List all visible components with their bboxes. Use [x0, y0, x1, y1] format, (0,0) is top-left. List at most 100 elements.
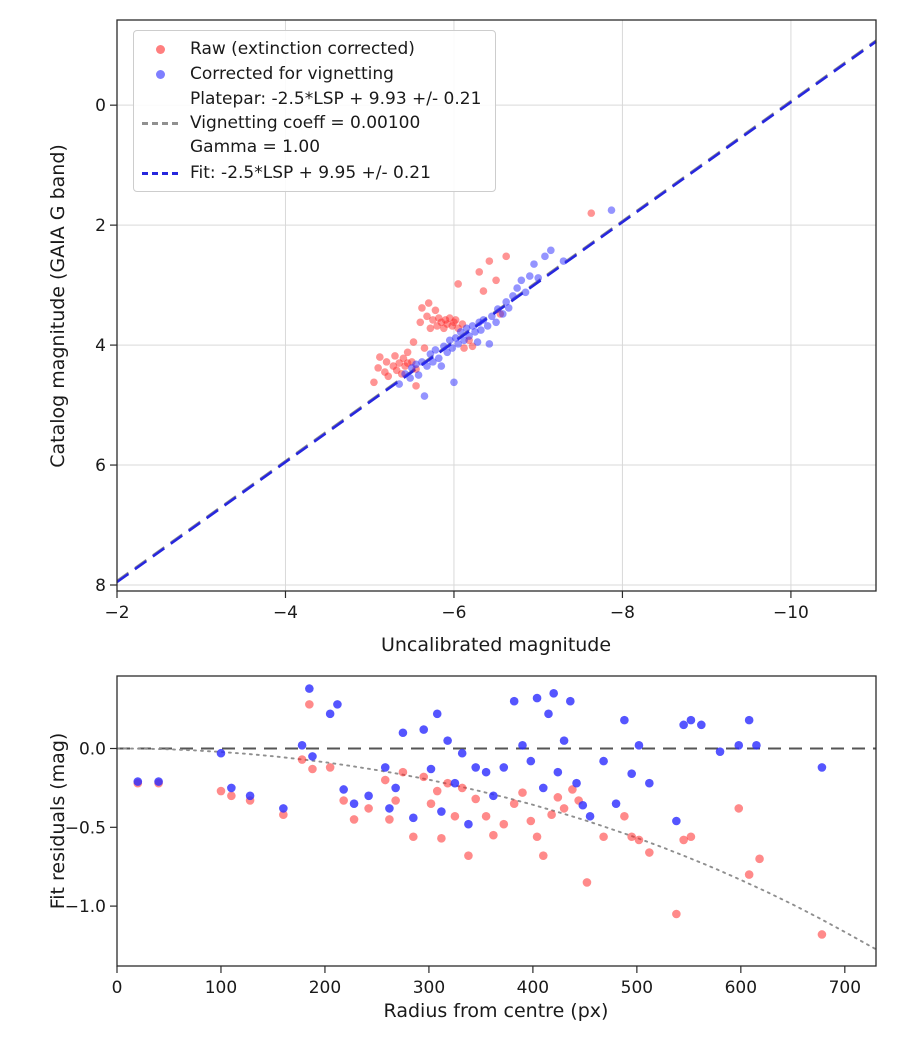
raw-points — [370, 209, 596, 390]
x-tick-label: 0 — [112, 978, 123, 998]
data-point — [419, 772, 429, 782]
data-point — [414, 371, 423, 379]
data-point — [412, 360, 420, 369]
data-point — [547, 246, 555, 255]
data-point — [465, 332, 473, 340]
x-tick-label: 300 — [413, 978, 445, 998]
data-point — [423, 362, 431, 370]
y-tick-label: 0 — [95, 96, 106, 116]
data-point — [679, 835, 688, 845]
legend-box: Raw (extinction corrected) Corrected for… — [133, 30, 497, 192]
data-point — [398, 767, 408, 777]
data-point — [409, 813, 418, 823]
data-point — [477, 326, 485, 334]
data-point — [374, 364, 382, 372]
data-point — [401, 370, 409, 378]
data-point — [339, 796, 348, 805]
data-point — [532, 832, 542, 842]
data-point — [471, 794, 481, 804]
data-point — [599, 756, 608, 766]
data-point — [481, 811, 491, 821]
top-y-axis-label: Catalog magnitude (GAIA G band) — [47, 144, 69, 468]
data-point — [517, 276, 526, 285]
plot-border — [116, 675, 877, 967]
data-point — [308, 752, 317, 761]
data-point — [448, 344, 457, 352]
data-point — [518, 741, 527, 750]
x-tick-label: −6 — [441, 603, 466, 623]
data-point — [437, 807, 446, 816]
data-point — [376, 353, 384, 361]
platepar-dashed-line-icon — [142, 122, 178, 125]
data-point — [744, 870, 754, 879]
data-point — [426, 799, 436, 808]
data-point — [679, 720, 688, 730]
data-point — [450, 811, 460, 821]
data-point — [412, 382, 420, 390]
data-point — [502, 252, 510, 261]
data-point — [532, 693, 542, 703]
data-point — [493, 305, 502, 313]
data-point — [349, 799, 359, 808]
x-tick-label: 100 — [205, 978, 237, 998]
data-point — [457, 783, 467, 793]
data-point — [364, 791, 373, 801]
data-point — [549, 689, 558, 698]
data-point — [468, 322, 477, 330]
data-point — [471, 763, 481, 772]
data-point — [460, 336, 468, 345]
data-point — [385, 815, 394, 824]
data-point — [697, 720, 706, 730]
data-point — [333, 700, 342, 709]
data-point — [297, 755, 307, 764]
data-point — [279, 810, 288, 819]
data-point — [599, 832, 608, 842]
data-point — [509, 799, 519, 808]
y-tick-label: 0.0 — [79, 740, 106, 760]
data-point — [499, 763, 509, 772]
data-point — [582, 878, 592, 887]
vignetting-curve — [116, 747, 877, 951]
data-point — [420, 344, 429, 352]
data-point — [385, 804, 394, 813]
legend-label-platepar: Platepar: -2.5*LSP + 9.93 +/- 0.21 — [190, 89, 482, 109]
data-point — [481, 767, 491, 777]
data-point — [485, 257, 494, 265]
data-point — [553, 793, 563, 802]
bottom-y-axis-label: Fit residuals (mag) — [47, 733, 69, 910]
legend-label-raw: Raw (extinction corrected) — [190, 39, 415, 59]
data-point — [384, 372, 393, 381]
data-point — [479, 316, 488, 324]
fit-residuals-chart: 0 100 200 300 400 500 600 700 0.0 −0.5 −1.0 Radius… — [47, 675, 877, 1022]
data-point — [403, 348, 412, 357]
y-tick-label: −1.0 — [65, 897, 106, 917]
data-point — [473, 338, 482, 346]
legend-item-platepar: Platepar: -2.5*LSP + 9.93 +/- 0.21 Vigne… — [142, 89, 481, 158]
data-point — [492, 318, 500, 327]
data-point — [521, 288, 530, 297]
data-point — [450, 778, 460, 788]
data-point — [443, 736, 452, 745]
data-point — [380, 775, 390, 785]
data-point — [364, 804, 373, 813]
data-point — [245, 791, 255, 801]
data-point — [734, 741, 744, 750]
data-point — [464, 819, 473, 829]
data-point — [585, 811, 595, 821]
data-point — [443, 348, 452, 357]
y-tick-label: 4 — [95, 336, 106, 356]
data-point — [645, 848, 654, 857]
data-point — [559, 736, 569, 745]
data-point — [526, 756, 536, 766]
data-point — [672, 816, 681, 826]
data-point — [525, 272, 534, 280]
x-tick-label: 700 — [829, 978, 861, 998]
data-point — [509, 696, 519, 706]
data-point — [817, 763, 827, 772]
legend-item-raw: Raw (extinction corrected) — [142, 39, 481, 59]
data-point — [419, 725, 429, 734]
top-x-axis-label: Uncalibrated magnitude — [381, 634, 611, 656]
data-point — [544, 709, 553, 719]
raw-residual-points — [133, 700, 827, 939]
